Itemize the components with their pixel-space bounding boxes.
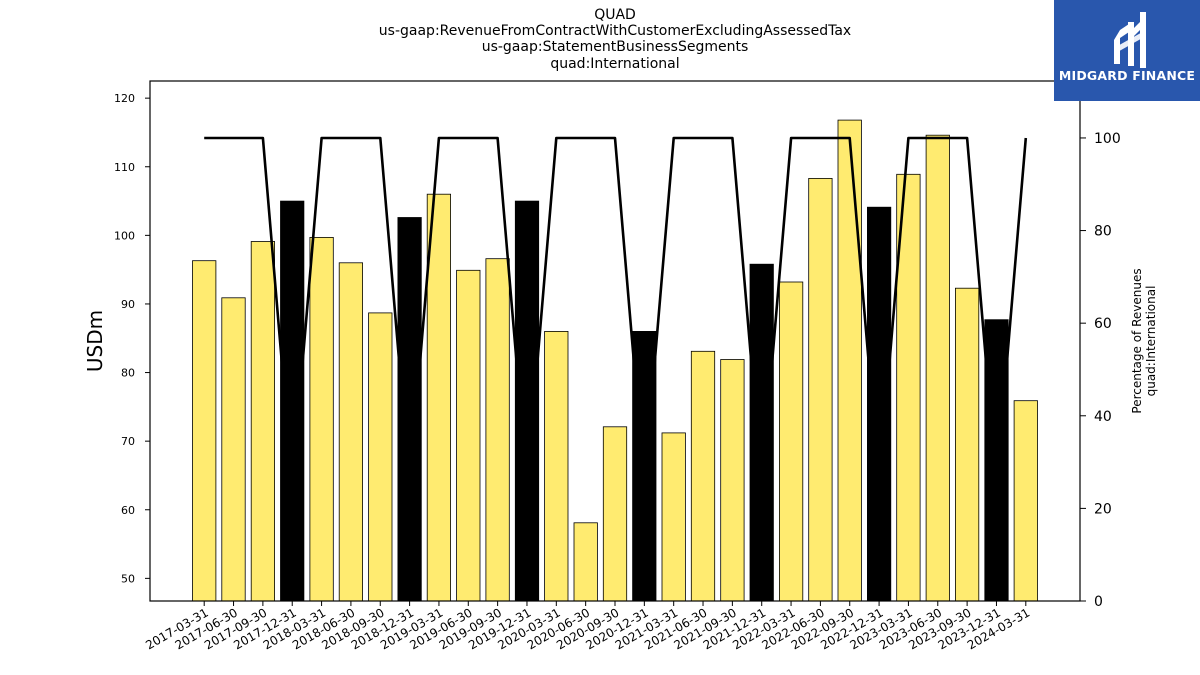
bar-2021-06-30	[690, 350, 716, 602]
chart-title-line-4: quad:International	[550, 56, 680, 72]
percentage-line	[204, 136, 1028, 487]
y-tick-label: 80	[121, 367, 135, 380]
y-tick-label: 60	[121, 504, 135, 517]
bar-2022-03-31	[779, 281, 804, 602]
bar-2021-03-31	[661, 432, 686, 602]
right-y-axis: 0 20 40 60 80 100	[1080, 131, 1121, 610]
bar-2020-06-30	[573, 522, 598, 602]
logo-mark-icon	[1114, 12, 1146, 68]
y-tick-label: 50	[121, 572, 135, 585]
chart-title-line-3: us-gaap:StatementBusinessSegments	[481, 39, 749, 55]
bar-2020-09-30	[602, 426, 628, 602]
y2-tick-label: 80	[1094, 224, 1112, 240]
y-tick-label: 90	[121, 298, 135, 311]
bar-2018-12-31	[397, 217, 422, 602]
bar-2023-06-30	[925, 134, 950, 602]
y2-tick-label: 100	[1094, 131, 1121, 147]
y2-tick-label: 20	[1094, 501, 1112, 517]
bar-2017-03-31	[192, 260, 217, 602]
y2-tick-label: 0	[1094, 594, 1103, 610]
bar-2021-09-30	[720, 359, 745, 602]
y-tick-label: 100	[114, 229, 135, 242]
bar-2018-09-30	[368, 312, 393, 602]
y-tick-label: 120	[114, 92, 135, 105]
bar-2023-09-30	[955, 287, 980, 602]
logo-text: MIDGARD FINANCE	[1058, 68, 1196, 83]
bar-2024-03-31	[1013, 400, 1038, 602]
right-axis-label-line-1: Percentage of Revenues	[1130, 268, 1144, 413]
y2-tick-label: 60	[1094, 316, 1112, 332]
x-axis: 2017-03-312017-06-302017-09-302017-12-31…	[143, 601, 1032, 652]
bar-2020-12-31	[632, 330, 657, 602]
chart-title-line-1: QUAD	[594, 7, 636, 23]
y-tick-label: 110	[114, 161, 135, 174]
bar-2020-03-31	[544, 330, 569, 602]
bar-2019-09-30	[485, 258, 510, 602]
bar-2021-12-31	[749, 263, 774, 602]
bar-2017-06-30	[221, 297, 246, 602]
y-tick-label: 70	[121, 435, 135, 448]
y-axis-label: USDm	[83, 310, 107, 372]
bar-2022-09-30	[837, 119, 862, 602]
bar-2019-06-30	[456, 269, 481, 602]
bar-2019-03-31	[426, 193, 452, 602]
bar-2018-03-31	[309, 236, 334, 602]
right-axis-label-line-2: quad:International	[1144, 286, 1158, 397]
bar-2017-09-30	[250, 241, 275, 602]
midgard-finance-logo: MIDGARD FINANCE	[1054, 0, 1200, 101]
y2-tick-label: 40	[1094, 409, 1112, 425]
chart-title-line-2: us-gaap:RevenueFromContractWithCustomerE…	[378, 23, 852, 39]
bar-2022-06-30	[808, 177, 833, 602]
bar-2022-12-31	[867, 206, 892, 602]
bar-2018-06-30	[338, 262, 364, 602]
left-y-axis: 50 60 70 80 90 100 110 120	[114, 92, 150, 585]
percentage-line-group	[204, 136, 1028, 487]
bar-group	[192, 119, 1038, 602]
bar-2023-12-31	[984, 319, 1009, 602]
